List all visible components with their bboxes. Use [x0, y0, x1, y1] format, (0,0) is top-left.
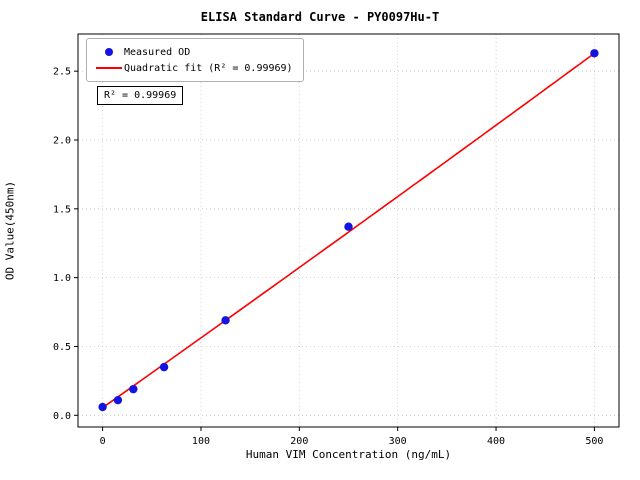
- quadratic-fit-line-icon: [96, 67, 122, 69]
- svg-text:400: 400: [487, 436, 505, 447]
- legend: Measured OD Quadratic fit (R² = 0.99969): [86, 38, 304, 82]
- svg-text:100: 100: [192, 436, 210, 447]
- r-squared-annotation: R² = 0.99969: [97, 86, 184, 105]
- legend-measured-label: Measured OD: [124, 46, 191, 58]
- y-axis-label: OD Value(450nm): [3, 180, 17, 281]
- svg-text:2.0: 2.0: [53, 135, 71, 146]
- x-axis-label: Human VIM Concentration (ng/mL): [245, 448, 452, 461]
- svg-text:2.5: 2.5: [53, 67, 71, 78]
- svg-text:0: 0: [100, 436, 106, 447]
- chart-title: ELISA Standard Curve - PY0097Hu-T: [200, 10, 440, 24]
- svg-text:1.5: 1.5: [53, 204, 71, 215]
- measured-od-marker-icon: [105, 48, 113, 56]
- svg-text:0.5: 0.5: [53, 342, 71, 353]
- svg-text:1.0: 1.0: [53, 273, 71, 284]
- svg-text:300: 300: [389, 436, 407, 447]
- legend-item-measured: Measured OD: [94, 44, 293, 60]
- svg-text:200: 200: [290, 436, 308, 447]
- svg-text:0.0: 0.0: [53, 411, 71, 422]
- svg-text:500: 500: [585, 436, 603, 447]
- legend-fit-label: Quadratic fit (R² = 0.99969): [124, 62, 293, 74]
- legend-item-fit: Quadratic fit (R² = 0.99969): [94, 60, 293, 76]
